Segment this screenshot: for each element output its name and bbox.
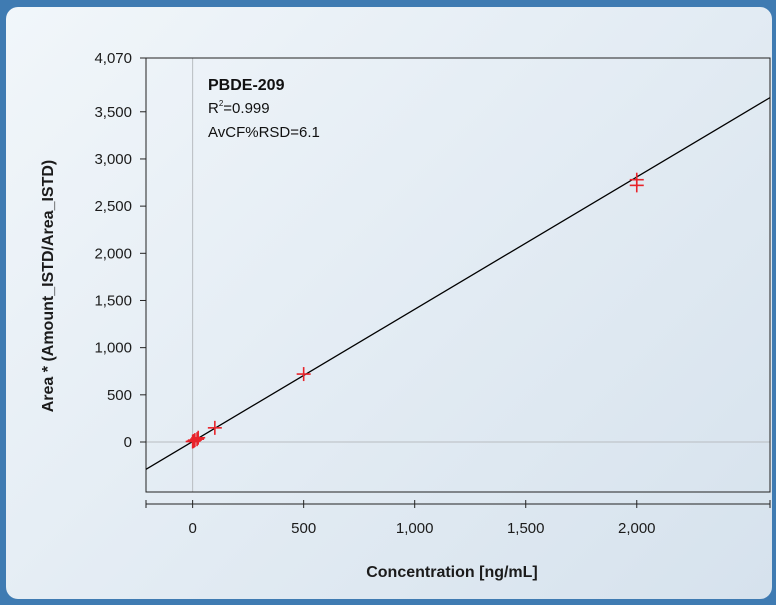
r2-prefix: R <box>208 100 219 117</box>
y-tick-label: 500 <box>107 387 132 404</box>
annotation-title: PBDE-209 <box>208 77 285 94</box>
data-point <box>191 430 206 445</box>
data-point <box>207 420 222 435</box>
x-tick-label: 1,500 <box>507 520 545 537</box>
data-point <box>187 433 202 448</box>
y-tick-label: 2,500 <box>94 198 132 215</box>
data-point <box>190 432 205 447</box>
y-tick-label: 2,000 <box>94 245 132 262</box>
y-tick-label: 3,000 <box>94 151 132 168</box>
chart-panel: 0 500 1,000 1,500 2,000 2,500 3,000 3,500 4,070 0… <box>6 7 772 599</box>
annotation-r-squared: R2=0.999 <box>208 99 270 117</box>
r2-superscript: 2 <box>219 99 224 108</box>
fit-line-layer <box>145 97 771 470</box>
axis-ticks: 0 500 1,000 1,500 2,000 2,500 3,000 3,500 4,070 0… <box>94 50 771 537</box>
x-tick-label: 1,000 <box>396 520 434 537</box>
x-tick-label: 500 <box>291 520 316 537</box>
data-point <box>629 172 644 187</box>
fit-line <box>145 97 771 470</box>
y-tick-label: 1,000 <box>94 340 132 357</box>
y-tick-label: 1,500 <box>94 292 132 309</box>
zero-lines <box>146 58 770 492</box>
annotation-rsd: AvCF%RSD=6.1 <box>208 124 320 141</box>
y-tick-label: 4,070 <box>94 50 132 67</box>
plot-frame <box>145 57 771 493</box>
x-tick-label: 0 <box>188 520 196 537</box>
r2-value: =0.999 <box>223 100 269 117</box>
y-tick-label: 0 <box>124 434 132 451</box>
x-axis-title: Concentration [ng/mL] <box>366 564 538 581</box>
x-tick-label: 2,000 <box>618 520 656 537</box>
calibration-chart: 0 500 1,000 1,500 2,000 2,500 3,000 3,500 4,070 0… <box>40 50 771 581</box>
data-point <box>296 367 311 382</box>
y-tick-label: 3,500 <box>94 104 132 121</box>
data-points <box>185 172 644 449</box>
y-axis-title: Area * (Amount_ISTD/Area_ISTD) <box>40 160 57 413</box>
